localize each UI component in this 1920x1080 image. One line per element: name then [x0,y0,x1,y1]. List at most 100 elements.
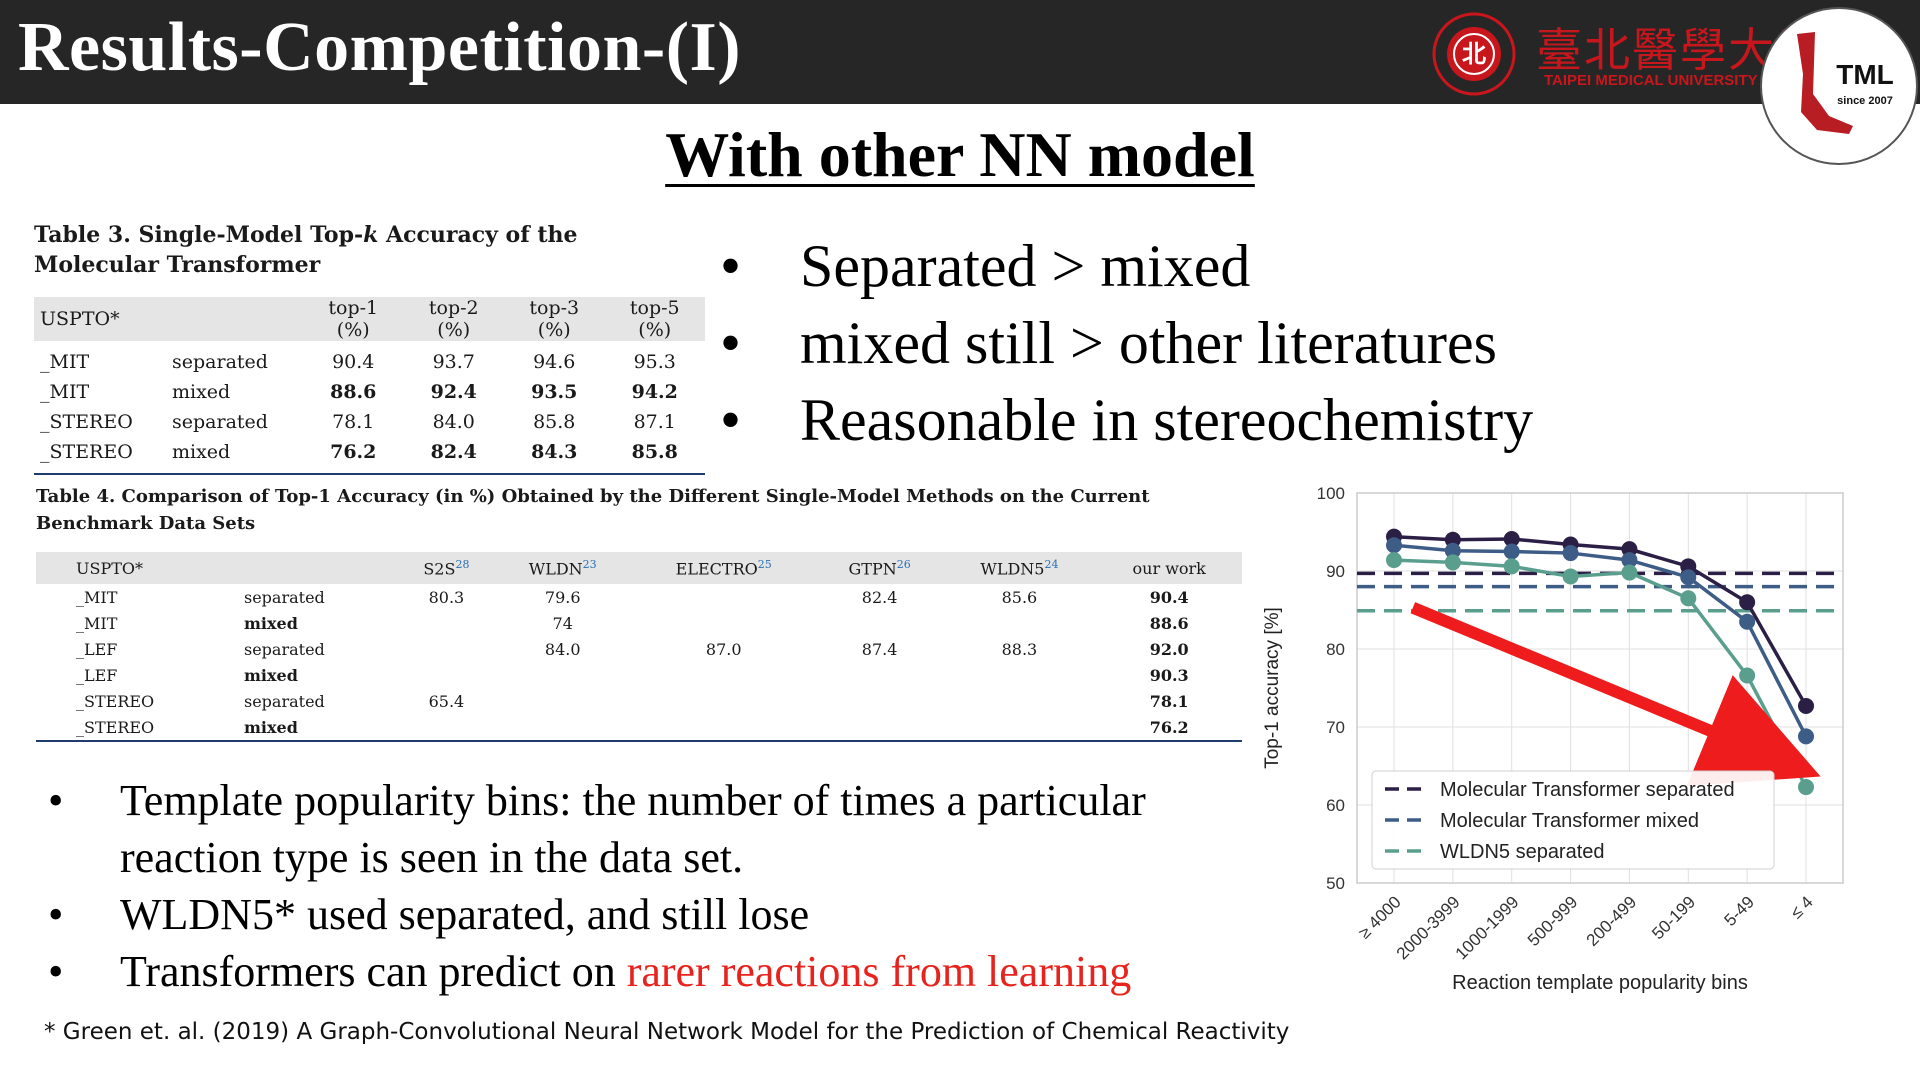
list-item: • Transformers can predict on rarer react… [48,943,1248,1000]
bullet-dot: • [48,947,64,996]
table-row: _MIT separated 90.4 93.7 94.6 95.3 [34,341,705,377]
table-cell: separated [244,691,325,711]
table-cell [631,584,817,610]
table-cell: _MIT [76,587,118,607]
table3-header: top-3 (%) [529,297,580,341]
title-bar: Results-Competition-(I) 北 臺北醫學大學 TAIPEI … [0,0,1920,104]
table3-caption: Table 3. Single-Model Top-k Accuracy of … [34,222,578,278]
table-cell: 76.2 [330,441,377,463]
series-line [1393,543,1808,738]
y-tick-label: 70 [1326,718,1345,737]
table-row: _STEREO mixed 76.2 [36,714,1242,741]
table-cell: _STEREO [40,411,133,433]
table-cell [817,662,943,688]
data-point [1798,728,1814,745]
table3-header: USPTO* [40,308,120,330]
data-point [1680,590,1697,607]
table-cell [398,662,495,688]
x-tick-label: 500-999 [1524,892,1582,950]
table3-header: top-5 (%) [629,297,680,341]
table-row: _MIT separated 80.3 79.6 82.4 85.6 90.4 [36,584,1242,610]
data-point [1739,594,1756,611]
table4-header: S2S28 [423,557,470,579]
legend-label: Molecular Transformer mixed [1440,810,1699,832]
table-cell: mixed [244,613,298,633]
data-point [1386,537,1402,554]
table-cell: separated [244,639,325,659]
table-cell: _STEREO [76,691,155,711]
table-cell: _MIT [40,351,90,373]
data-point [1798,779,1814,796]
table-cell [631,714,817,741]
table-cell: 87.1 [633,411,676,433]
bullet-dot: • [720,310,742,376]
table-cell: 88.3 [1001,639,1038,659]
bullet-dot: • [48,890,64,939]
table4-header [240,552,398,584]
table-row: _LEF mixed 90.3 [36,662,1242,688]
x-tick-label: 1000-1999 [1452,892,1523,963]
y-tick-label: 90 [1326,562,1345,581]
data-point [1680,569,1697,586]
bullet-dot: • [48,776,64,825]
list-item: • Template popularity bins: the number of… [48,772,1248,886]
table-cell [942,610,1096,636]
list-item: • mixed still > other literatures [720,305,1533,382]
table-cell: 84.0 [544,639,581,659]
table-cell: 95.3 [633,351,676,373]
tmu-name-english: TAIPEI MEDICAL UNIVERSITY [1544,72,1758,89]
table-cell: _STEREO [76,717,155,737]
table-cell [398,714,495,741]
data-point [1621,552,1638,569]
table-cell: 76.2 [1149,717,1189,737]
table-row: _STEREO separated 65.4 78.1 [36,688,1242,714]
series-line [1393,558,1808,788]
y-tick-label: 100 [1317,484,1345,503]
data-point [1503,531,1520,548]
table-row: _STEREO separated 78.1 84.0 85.8 87.1 [34,407,705,437]
table-cell [495,714,631,741]
table-cell [631,662,817,688]
table-cell: _MIT [76,613,118,633]
bullet-dot: • [720,233,742,299]
table-cell: 84.3 [531,441,578,463]
table4-header: ELECTRO25 [675,557,772,579]
table-cell: 94.2 [631,381,678,403]
x-tick-label: 50-199 [1648,892,1699,943]
table-cell: 80.3 [428,587,465,607]
data-point [1739,613,1756,630]
table-cell: _MIT [40,381,90,403]
table4-header-row: USPTO* S2S28 WLDN23 ELECTRO25 GTPN26 WLD… [36,552,1242,584]
table-cell [398,636,495,662]
table-cell [631,688,817,714]
table3-header-row: USPTO* top-1 (%) top-2 (%) top-3 (%) top… [34,297,705,341]
table-cell: 88.6 [330,381,377,403]
data-point [1386,552,1402,569]
data-point [1798,697,1814,714]
tml-logo-text: TML [1836,59,1894,90]
table-cell: 94.6 [533,351,576,373]
table-cell: 65.4 [428,691,465,711]
notes-list: • Template popularity bins: the number of… [48,772,1248,1000]
table-row: _STEREO mixed 76.2 82.4 84.3 85.8 [34,437,705,474]
x-tick-label: ≥ 4000 [1355,892,1405,942]
data-point [1444,554,1461,571]
table-cell [817,714,943,741]
table-cell: _LEF [76,665,118,685]
y-tick-label: 60 [1326,796,1345,815]
table-row: _MIT mixed 74 88.6 [36,610,1242,636]
data-point [1621,564,1638,581]
legend-label: Molecular Transformer separated [1440,779,1735,801]
data-point [1739,667,1756,684]
table-cell: 93.5 [531,381,578,403]
table-cell: 87.4 [861,639,898,659]
table-cell: _LEF [76,639,118,659]
table4-header: USPTO* [76,558,143,578]
table-cell: 90.3 [1149,665,1189,685]
table-cell: 78.1 [332,411,375,433]
table-cell: mixed [244,717,298,737]
table-cell [817,688,943,714]
data-point [1503,558,1520,575]
table-cell: 90.4 [332,351,375,373]
